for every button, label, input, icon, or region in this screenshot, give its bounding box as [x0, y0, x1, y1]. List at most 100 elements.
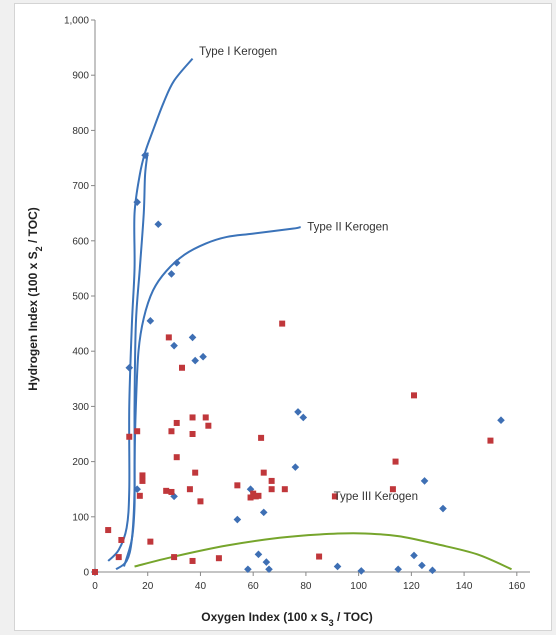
y-tick-label: 100 — [72, 512, 89, 523]
data-point-diamond — [146, 317, 155, 325]
data-point-diamond — [172, 259, 181, 267]
y-tick-label: 0 — [83, 568, 89, 579]
data-point-square — [171, 554, 178, 561]
x-tick-label: 100 — [350, 581, 367, 592]
data-point-diamond — [254, 550, 263, 559]
data-point-diamond — [170, 492, 178, 501]
data-point-diamond — [418, 561, 426, 570]
data-point-square — [197, 498, 204, 505]
y-tick-label: 200 — [72, 457, 89, 468]
data-point-square — [247, 494, 254, 501]
data-point-square — [392, 458, 399, 465]
x-tick-label: 20 — [142, 581, 154, 592]
chart-frame: 0 100 200 300 400 500 600 700 800 900 1,000 0 20 40 60… — [14, 3, 552, 631]
data-point-square — [168, 428, 175, 435]
x-tick-label: 60 — [248, 581, 260, 592]
data-point-diamond — [170, 341, 178, 350]
x-axis-title: Oxygen Index (100 x S3 / TOC) — [201, 610, 373, 628]
y-tick-label: 900 — [72, 71, 89, 82]
data-point-square — [331, 493, 338, 500]
y-tick-label: 300 — [72, 402, 89, 413]
data-point-square — [163, 487, 170, 494]
y-tick-label: 400 — [72, 347, 89, 358]
data-point-diamond — [191, 356, 199, 365]
data-point-square — [139, 472, 146, 479]
axes: 0 100 200 300 400 500 600 700 800 900 1,000 0 20 40 60… — [64, 16, 530, 592]
data-point-diamond — [410, 551, 418, 560]
data-point-square — [487, 437, 494, 444]
y-axis-title: Hydrogen Index (100 x S2 / TOC) — [26, 207, 44, 391]
data-point-diamond — [125, 363, 134, 372]
y-tick-label: 800 — [72, 126, 89, 137]
data-point-square — [173, 419, 180, 426]
data-point-square — [134, 428, 141, 435]
x-tick-label: 0 — [92, 581, 98, 592]
data-point-square — [255, 492, 262, 499]
data-point-diamond — [167, 270, 176, 278]
data-point-square — [202, 414, 209, 421]
data-point-diamond — [333, 562, 342, 571]
data-point-diamond — [199, 352, 207, 361]
y-tick-label: 1,000 — [64, 16, 89, 27]
x-tick-label: 120 — [403, 581, 420, 592]
data-point-square — [260, 469, 267, 476]
data-point-diamond — [244, 565, 252, 574]
data-point-diamond — [294, 408, 302, 416]
data-point-square — [105, 527, 112, 534]
data-point-square — [316, 553, 323, 560]
data-point-square — [118, 536, 125, 543]
type-i-curve — [107, 57, 194, 562]
type-ii-curve — [123, 226, 301, 567]
annotations: Type I Kerogen Type II Kerogen Type III Ke… — [199, 46, 418, 503]
y-tick-label: 700 — [72, 181, 89, 192]
data-point-diamond — [259, 508, 268, 517]
data-point-square — [215, 555, 222, 562]
scatter-chart: 0 100 200 300 400 500 600 700 800 900 1,000 0 20 40 60… — [26, 16, 530, 628]
data-point-square — [205, 422, 212, 429]
data-point-square — [147, 538, 154, 545]
data-point-square — [268, 477, 275, 484]
data-point-diamond — [188, 333, 197, 342]
data-point-square — [168, 488, 175, 495]
x-tick-label: 40 — [195, 581, 207, 592]
data-point-square — [165, 334, 172, 341]
data-point-diamond — [246, 485, 255, 493]
data-point-square — [92, 569, 98, 575]
y-tick-label: 500 — [72, 292, 89, 303]
data-point-square — [139, 477, 146, 484]
data-point-diamond — [420, 477, 429, 485]
data-point-square — [126, 433, 133, 440]
curve-label-1: Type I Kerogen — [199, 46, 277, 58]
data-point-diamond — [154, 220, 163, 229]
data-point-square — [115, 554, 122, 561]
data-point-square — [279, 320, 286, 327]
kerogen-curves — [107, 57, 512, 571]
type-i-curve — [115, 152, 149, 571]
data-point-diamond — [291, 463, 300, 471]
x-tick-label: 80 — [300, 581, 312, 592]
curve-label-3: Type III Kerogen — [334, 491, 418, 503]
data-point-square — [189, 414, 196, 421]
data-point-diamond — [233, 515, 242, 524]
data-point-diamond — [357, 567, 366, 575]
data-point-square — [281, 486, 288, 493]
data-point-diamond — [133, 485, 141, 493]
x-tick-label: 140 — [456, 581, 473, 592]
data-point-square — [189, 431, 196, 437]
curve-label-2: Type II Kerogen — [307, 221, 388, 233]
data-point-square — [192, 469, 199, 476]
data-point-diamond — [428, 566, 437, 575]
data-point-diamond — [265, 565, 273, 574]
data-point-diamond — [394, 565, 402, 574]
data-point-square — [389, 486, 396, 493]
data-point-square — [179, 364, 185, 371]
data-point-diamond — [439, 504, 447, 513]
data-point-diamond — [497, 416, 505, 424]
x-tick-label: 160 — [508, 581, 525, 592]
type-iii-curve — [134, 532, 512, 571]
data-point-diamond — [299, 413, 308, 422]
data-point-square — [234, 482, 241, 489]
data-point-square — [258, 434, 265, 441]
data-point-diamond — [133, 198, 141, 206]
data-points — [91, 151, 505, 576]
